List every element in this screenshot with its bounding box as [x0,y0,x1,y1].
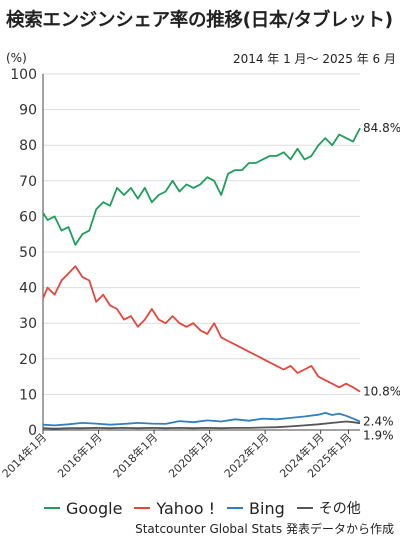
y-tick-label: 20 [19,352,37,368]
legend: Google Yahoo ! Bing その他 [44,498,373,518]
y-tick-label: 80 [19,138,37,154]
end-label-3: 1.9% [363,428,394,442]
legend-swatch [134,507,151,509]
series-line-3 [42,420,361,430]
label-layer: 84.8% 10.8% 2.4%1.9% [363,121,400,442]
y-tick-label: 90 [19,103,37,119]
y-tick-label: 30 [19,316,37,332]
end-label-2: 2.4% [363,414,394,428]
y-axis-unit: (%) [6,51,27,65]
legend-label: その他 [318,501,361,517]
x-tick-label: 2014年1月 [0,430,49,480]
legend-label: Google [66,498,123,518]
legend-swatch [296,507,313,509]
legend-swatch [227,507,244,509]
y-tick-label: 40 [19,281,37,297]
grid-layer [43,73,360,431]
period-note: 2014 年 1 月〜 2025 年 6 月 [233,52,396,66]
series-line-2 [42,412,361,427]
series-line-1 [42,265,361,393]
y-tick-label: 70 [19,174,37,190]
series-layer [42,127,361,430]
x-tick-label: 2020年1月 [166,430,216,480]
x-tick-label: 2016年1月 [54,430,104,480]
y-tick-label: 50 [19,245,37,261]
axis-layer: 0 10 20 30 40 50 60 70 80 90 100 2014年1月 2016年1月 2018… [0,67,360,480]
legend-label: Bing [249,498,285,518]
legend-item-2: Bing [227,499,285,518]
line-chart: 0 10 20 30 40 50 60 70 80 90 100 2014年1月 2016年1月 2018… [0,51,400,480]
legend-swatch [44,507,60,509]
y-tick-label: 0 [28,423,37,439]
y-tick-label: 10 [19,387,37,403]
end-label-0: 84.8% [363,121,400,135]
series-line-0 [42,127,361,246]
source-note: Statcounter Global Stats 発表データから作成 [135,522,394,536]
y-tick-label: 100 [10,67,37,83]
legend-item-3: その他 [296,498,361,518]
legend-label: Yahoo ! [156,498,216,518]
x-tick-label: 2022年1月 [221,430,271,480]
x-tick-label: 2018年1月 [110,430,160,480]
chart-title: 検索エンジンシェア率の推移(日本/タブレット) [6,10,393,31]
y-tick-label: 60 [19,209,37,225]
end-label-1: 10.8% [363,385,400,399]
legend-item-0: Google [44,499,122,518]
legend-item-1: Yahoo ! [134,499,215,518]
